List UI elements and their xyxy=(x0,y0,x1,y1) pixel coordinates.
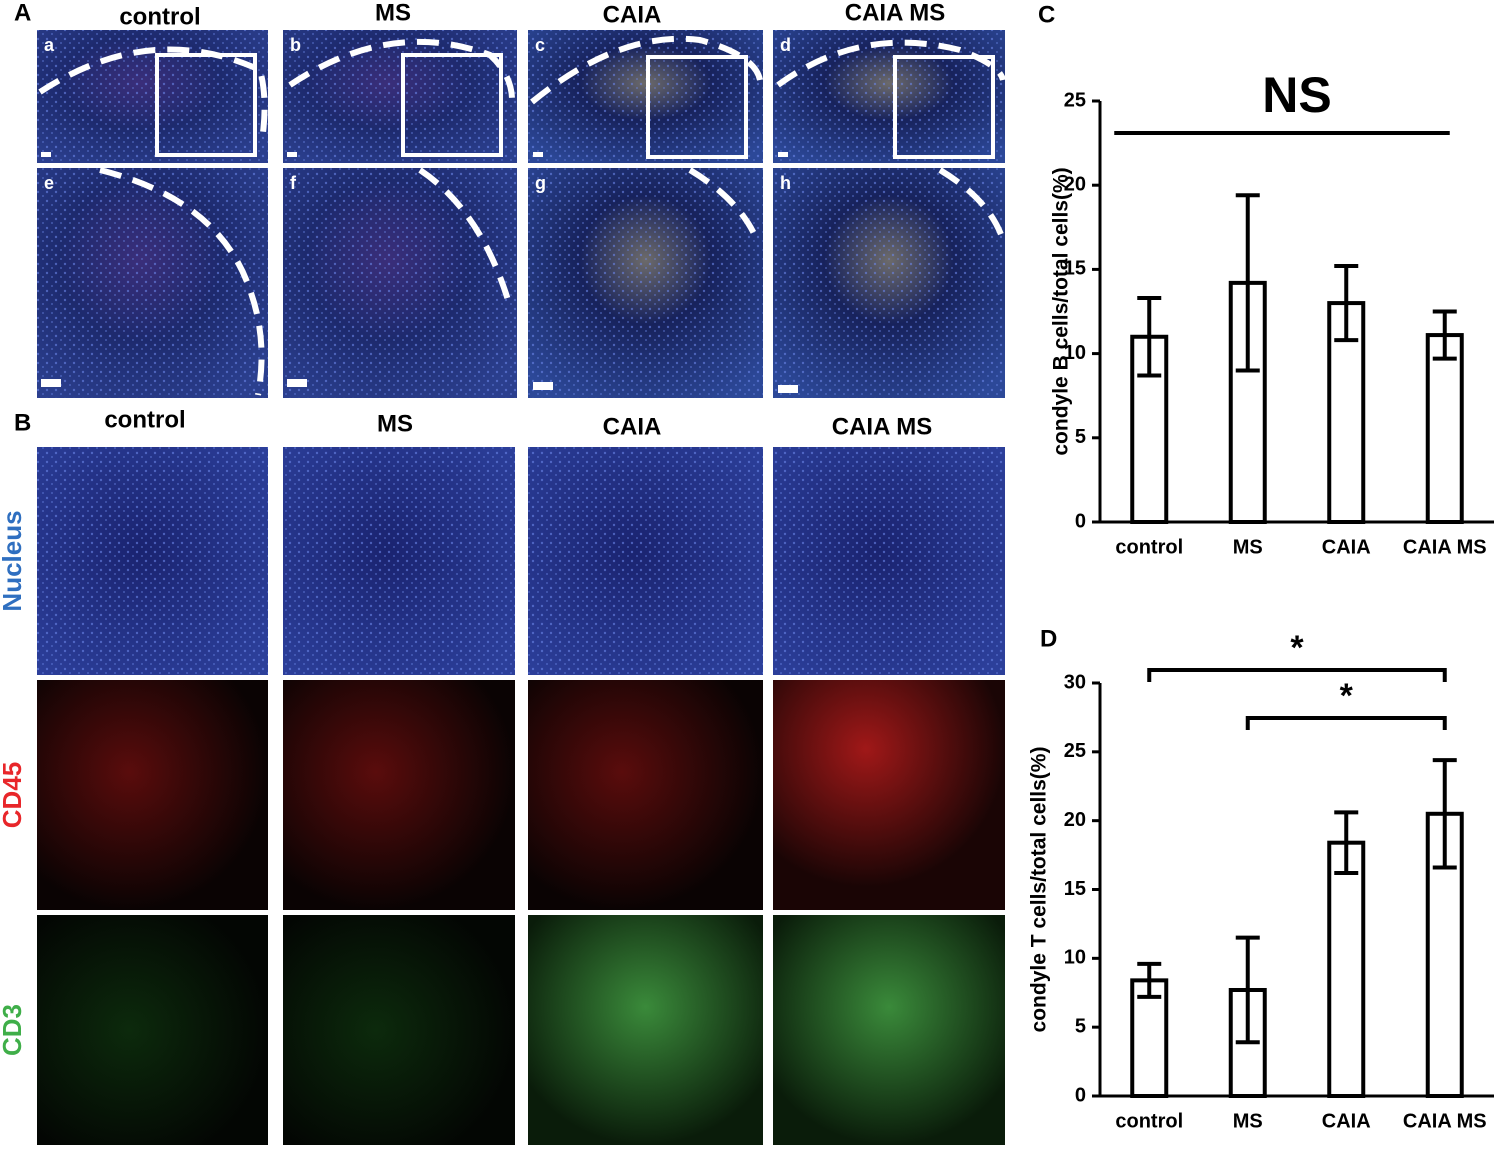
bar xyxy=(1327,840,1366,1099)
y-tick-label: 0 xyxy=(1075,1084,1086,1106)
significance-bracket xyxy=(1147,668,1447,682)
column-title: CAIA xyxy=(603,1,662,28)
subpanel-label: e xyxy=(44,173,54,193)
y-tick-label: 10 xyxy=(1064,947,1086,969)
x-tick-label: CAIA MS xyxy=(1403,536,1487,558)
subpanel-letters: a b c d e f g h xyxy=(44,35,791,193)
panel-label: B xyxy=(14,409,31,436)
significance-label: * xyxy=(1290,629,1304,667)
subpanel-label: g xyxy=(535,173,546,193)
significance-label: NS xyxy=(1262,67,1331,123)
panel-label: A xyxy=(14,0,31,26)
y-tick-label: 15 xyxy=(1064,878,1086,900)
column-title: MS xyxy=(375,0,411,26)
y-tick-label: 0 xyxy=(1075,510,1086,532)
subpanel-label: h xyxy=(780,173,791,193)
bar xyxy=(1425,333,1464,524)
y-tick-label: 25 xyxy=(1064,740,1086,762)
x-tick-label: control xyxy=(1115,536,1183,558)
y-tick-label: 5 xyxy=(1075,1015,1086,1037)
significance-bracket xyxy=(1245,716,1447,730)
column-title: MS xyxy=(377,410,413,437)
column-title: CAIA MS xyxy=(832,413,932,440)
x-tick-label: CAIA xyxy=(1322,1110,1371,1132)
cd45-row xyxy=(37,680,1005,910)
panel-a: A control MS CAIA CAIA MS xyxy=(14,0,1006,398)
subpanel-label: d xyxy=(780,35,791,55)
y-tick-label: 20 xyxy=(1064,173,1086,195)
y-tick-label: 25 xyxy=(1064,89,1086,111)
subpanel-label: f xyxy=(290,173,297,193)
column-title: CAIA xyxy=(603,413,662,440)
y-axis-label: condyle T cells/total cells(%) xyxy=(1028,747,1051,1033)
y-tick-label: 30 xyxy=(1064,671,1086,693)
panel-label: D xyxy=(1040,625,1057,652)
y-tick-label: 5 xyxy=(1075,426,1086,448)
column-title: control xyxy=(119,3,200,30)
y-tick-label: 15 xyxy=(1064,258,1086,280)
subpanel-label: b xyxy=(290,35,301,55)
y-tick-label: 10 xyxy=(1064,342,1086,364)
column-title: CAIA MS xyxy=(845,0,945,26)
nucleus-row xyxy=(37,447,1005,675)
x-tick-label: MS xyxy=(1233,536,1263,558)
cell-texture xyxy=(37,30,1005,398)
x-tick-label: MS xyxy=(1233,1110,1263,1132)
inset-box xyxy=(155,53,995,159)
row-label: CD45 xyxy=(0,762,27,828)
scale-bar xyxy=(41,152,798,393)
subpanel-label: a xyxy=(44,35,55,55)
column-title: control xyxy=(104,406,185,433)
x-tick-label: control xyxy=(1115,1110,1183,1132)
y-tick-label: 20 xyxy=(1064,809,1086,831)
y-axis-label: condyle B cells/total cells(%) xyxy=(1050,167,1073,455)
row-label: CD3 xyxy=(0,1004,27,1056)
boundary-arc xyxy=(38,35,1006,396)
cd3-row xyxy=(37,915,1005,1145)
row-label: Nucleus xyxy=(0,510,27,611)
x-tick-label: CAIA MS xyxy=(1403,1110,1487,1132)
x-tick-label: CAIA xyxy=(1322,536,1371,558)
subpanel-label: c xyxy=(535,35,545,55)
significance-label: * xyxy=(1340,677,1354,715)
panel-b: B control MS CAIA CAIA MS Nucleus CD45 C… xyxy=(0,406,1005,1145)
panel-label: C xyxy=(1038,1,1055,28)
